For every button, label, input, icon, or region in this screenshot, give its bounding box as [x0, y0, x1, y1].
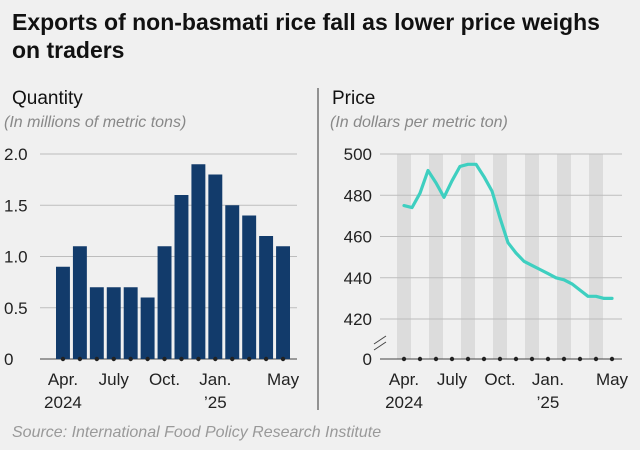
- quantity-bar: [123, 287, 138, 359]
- quantity-bar: [174, 195, 189, 359]
- quantity-y-tick-label: 1.5: [4, 196, 28, 215]
- quantity-bar: [89, 287, 104, 359]
- source-note: Source: International Food Policy Resear…: [12, 424, 382, 441]
- quantity-y-tick-label: 0: [4, 350, 13, 369]
- price-x-tick-dot: [449, 356, 455, 362]
- quantity-bar: [106, 287, 121, 359]
- price-x-tick-dot: [561, 356, 567, 362]
- quantity-bar: [191, 164, 206, 359]
- price-x-tick-label: Jan.: [532, 370, 564, 389]
- quantity-x-tick-dot: [213, 356, 218, 362]
- quantity-x-tick-label: Apr.: [48, 370, 78, 389]
- quantity-x-tick-label: May: [267, 370, 300, 389]
- quantity-x-tick-dot: [230, 356, 235, 362]
- quantity-x-tick-dot: [145, 356, 150, 362]
- quantity-x-tick-label: Oct.: [149, 370, 180, 389]
- price-x-tick-dot: [417, 356, 423, 362]
- price-x-tick-dot: [401, 356, 407, 362]
- price-y-tick-label: 420: [344, 310, 372, 329]
- quantity-bar: [140, 297, 155, 359]
- price-month-band: [461, 154, 475, 359]
- price-month-band: [589, 154, 603, 359]
- price-axis-break: [373, 335, 387, 351]
- price-y-tick-label: 480: [344, 186, 372, 205]
- price-x-tick-dot: [465, 356, 471, 362]
- quantity-x-tick-dot: [280, 356, 286, 362]
- quantity-y-tick-label: 2.0: [4, 145, 28, 164]
- price-month-band: [557, 154, 571, 359]
- price-x-tick-dot: [545, 356, 551, 362]
- quantity-panel-title: Quantity: [12, 88, 83, 109]
- quantity-x-tick-dot: [196, 356, 201, 362]
- price-y-tick-label: 500: [344, 145, 372, 164]
- price-x-tick-dot: [609, 356, 615, 362]
- price-x-tick-dot: [433, 356, 439, 362]
- price-month-band: [429, 154, 443, 359]
- price-x-tick-dot: [513, 356, 519, 362]
- price-panel-subtitle: (In dollars per metric ton): [330, 114, 508, 131]
- quantity-bar: [56, 266, 70, 359]
- quantity-y-tick-label: 1.0: [4, 248, 28, 267]
- price-month-band: [493, 154, 507, 359]
- price-series-line: [402, 162, 614, 300]
- quantity-bar: [208, 174, 223, 359]
- price-x-tick-year: ’25: [537, 393, 560, 412]
- quantity-x-tick-label: July: [99, 370, 130, 389]
- chart-title: Exports of non-basmati rice fall as lowe…: [12, 9, 600, 63]
- price-x-tick-dot: [593, 356, 599, 362]
- quantity-x-tick-dot: [162, 356, 167, 362]
- quantity-x-tick-year: ’25: [204, 393, 227, 412]
- quantity-bar: [242, 215, 257, 359]
- quantity-bar: [225, 205, 240, 359]
- quantity-bar: [259, 236, 274, 359]
- price-x-tick-label: Apr.: [389, 370, 419, 389]
- price-x-tick-year: 2024: [385, 393, 423, 412]
- quantity-x-tick-dot: [77, 356, 83, 362]
- price-month-band: [397, 154, 411, 359]
- quantity-x-tick-dot: [94, 356, 100, 362]
- quantity-bar: [276, 246, 290, 359]
- quantity-y-tick-label: 0.5: [4, 299, 28, 318]
- price-y-tick-label: 460: [344, 228, 372, 247]
- price-x-tick-dot: [529, 356, 535, 362]
- price-y-tick-label: 0: [363, 350, 372, 369]
- price-y-tick-label: 440: [344, 269, 372, 288]
- quantity-bar: [72, 246, 87, 359]
- price-x-tick-label: July: [437, 370, 468, 389]
- quantity-bar: [157, 246, 172, 359]
- quantity-x-tick-dot: [263, 356, 269, 362]
- price-month-band: [525, 154, 539, 359]
- price-x-tick-label: May: [596, 370, 629, 389]
- quantity-panel-subtitle: (In millions of metric tons): [4, 114, 187, 131]
- quantity-x-tick-year: 2024: [44, 393, 82, 412]
- quantity-x-tick-dot: [60, 356, 66, 362]
- quantity-x-tick-dot: [128, 356, 133, 362]
- quantity-x-tick-dot: [179, 356, 184, 362]
- price-x-tick-dot: [481, 356, 487, 362]
- price-panel-title: Price: [332, 88, 376, 109]
- quantity-x-tick-dot: [111, 356, 116, 362]
- price-x-tick-dot: [497, 356, 503, 362]
- price-x-tick-dot: [577, 356, 583, 362]
- quantity-x-tick-dot: [246, 356, 252, 362]
- price-x-tick-label: Oct.: [484, 370, 515, 389]
- quantity-x-tick-label: Jan.: [199, 370, 231, 389]
